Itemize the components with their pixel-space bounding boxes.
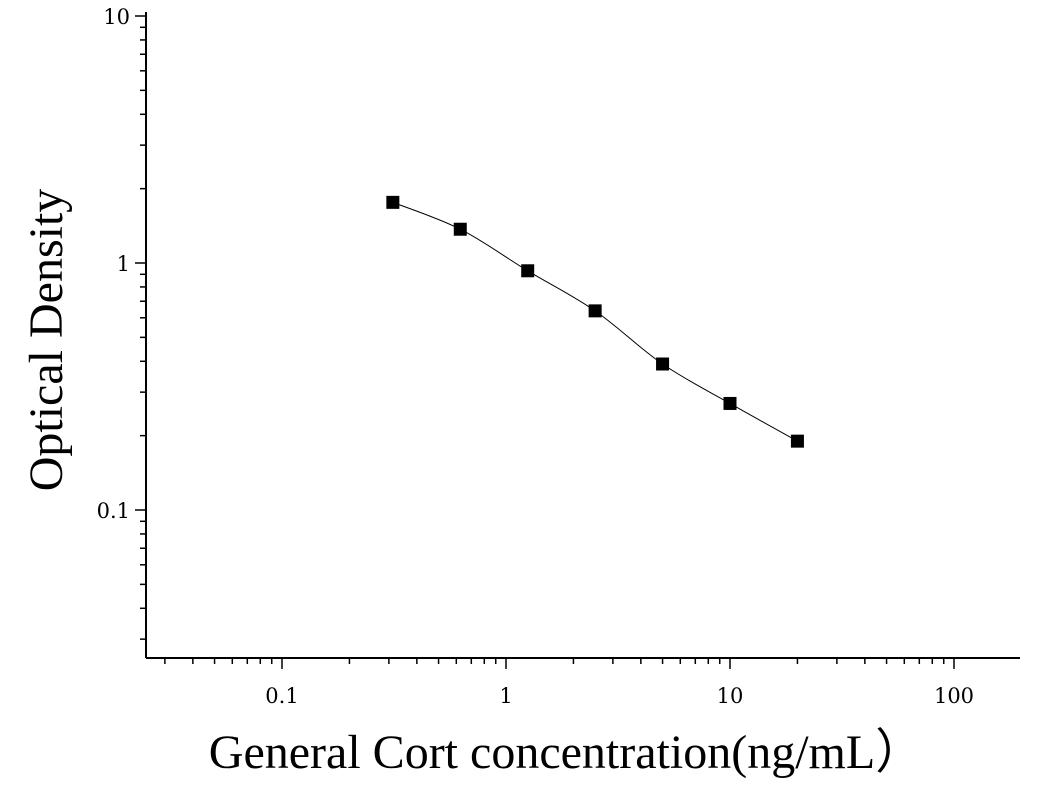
data-point — [790, 434, 804, 448]
y-axis-title: Optical Density — [20, 189, 73, 492]
y-major-ticks — [135, 15, 146, 511]
data-point — [521, 264, 535, 278]
data-point — [386, 195, 400, 209]
x-tick-label: 1 — [499, 684, 512, 708]
data-points — [386, 195, 804, 448]
y-tick-label: 1 — [117, 252, 130, 276]
fit-curve — [392, 201, 798, 442]
data-point — [588, 304, 602, 318]
data-point — [723, 396, 737, 410]
x-tick-label: 0.1 — [265, 684, 298, 708]
x-tick-label: 100 — [934, 684, 974, 708]
x-axis-title: General Cort concentration(ng/mL） — [209, 726, 923, 779]
x-tick-labels: 0.1 1 10 100 — [265, 684, 974, 708]
y-tick-label: 0.1 — [97, 499, 130, 523]
data-point — [656, 357, 670, 371]
data-point — [453, 222, 467, 236]
x-tick-label: 10 — [717, 684, 744, 708]
x-major-ticks — [281, 658, 955, 669]
y-tick-label: 10 — [103, 5, 130, 29]
y-tick-labels: 0.1 1 10 — [97, 5, 130, 523]
